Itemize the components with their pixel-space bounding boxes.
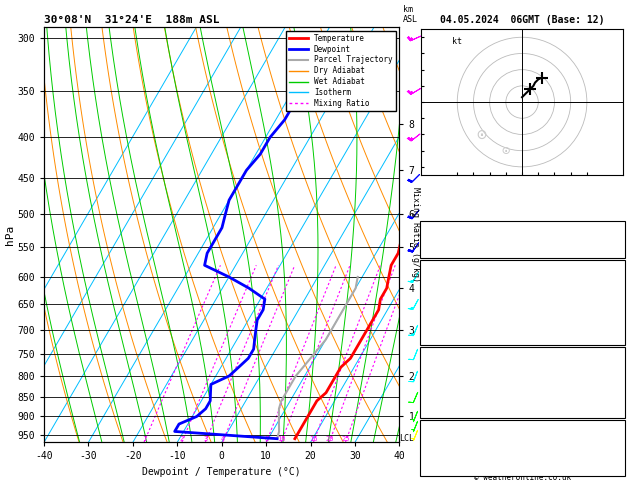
- Text: km
ASL: km ASL: [403, 5, 418, 24]
- Text: ⊙: ⊙: [502, 144, 510, 157]
- Text: Pressure (mb): Pressure (mb): [423, 361, 487, 370]
- Text: 0: 0: [616, 395, 621, 404]
- Text: 29: 29: [611, 238, 621, 247]
- Text: PW (cm): PW (cm): [423, 247, 458, 257]
- Text: Surface: Surface: [504, 266, 540, 275]
- Text: θₑ(K): θₑ(K): [423, 298, 448, 307]
- Text: 20: 20: [325, 436, 333, 442]
- Text: Totals Totals: Totals Totals: [423, 238, 487, 247]
- Text: CAPE (J): CAPE (J): [423, 395, 463, 404]
- Text: Dewp (°C): Dewp (°C): [423, 286, 468, 295]
- Text: 8: 8: [616, 310, 621, 319]
- Text: Lifted Index: Lifted Index: [423, 384, 482, 393]
- Text: 316: 316: [606, 373, 621, 382]
- Text: 8: 8: [264, 436, 269, 442]
- Text: 975: 975: [606, 361, 621, 370]
- Text: Most Unstable: Most Unstable: [489, 353, 555, 363]
- Text: kt: kt: [452, 37, 462, 46]
- Text: 4: 4: [220, 436, 225, 442]
- Text: 0: 0: [616, 333, 621, 343]
- Text: 1.03: 1.03: [601, 247, 621, 257]
- Text: © weatheronline.co.uk: © weatheronline.co.uk: [474, 473, 571, 482]
- Text: -51: -51: [606, 434, 621, 443]
- Text: 04.05.2024  06GMT (Base: 12): 04.05.2024 06GMT (Base: 12): [440, 15, 604, 25]
- Text: 315: 315: [606, 298, 621, 307]
- Text: θₑ (K): θₑ (K): [423, 373, 453, 382]
- Text: Lifted Index: Lifted Index: [423, 310, 482, 319]
- Text: 2: 2: [180, 436, 184, 442]
- Text: SREH: SREH: [423, 444, 443, 453]
- Text: 12.2: 12.2: [601, 286, 621, 295]
- Text: -2: -2: [611, 444, 621, 453]
- Text: 30°08'N  31°24'E  188m ASL: 30°08'N 31°24'E 188m ASL: [44, 15, 220, 25]
- Text: 0: 0: [616, 322, 621, 330]
- Text: CAPE (J): CAPE (J): [423, 322, 463, 330]
- Legend: Temperature, Dewpoint, Parcel Trajectory, Dry Adiabat, Wet Adiabat, Isotherm, Mi: Temperature, Dewpoint, Parcel Trajectory…: [286, 31, 396, 111]
- Text: 16: 16: [309, 436, 318, 442]
- Text: Mixing Ratio (g/kg): Mixing Ratio (g/kg): [411, 187, 420, 282]
- Text: 7: 7: [616, 384, 621, 393]
- Text: 15.9: 15.9: [601, 274, 621, 283]
- Text: 1: 1: [142, 436, 146, 442]
- Text: K: K: [423, 229, 428, 238]
- Text: CIN (J): CIN (J): [423, 407, 458, 416]
- Text: 0: 0: [616, 407, 621, 416]
- X-axis label: Dewpoint / Temperature (°C): Dewpoint / Temperature (°C): [142, 467, 301, 477]
- Text: 3: 3: [203, 436, 208, 442]
- Text: 25: 25: [341, 436, 350, 442]
- Text: StmDir: StmDir: [423, 455, 453, 464]
- Text: -7: -7: [611, 229, 621, 238]
- Text: CIN (J): CIN (J): [423, 333, 458, 343]
- Text: 10: 10: [277, 436, 286, 442]
- Text: ⊙: ⊙: [477, 125, 487, 143]
- Text: EH: EH: [423, 434, 433, 443]
- Text: 323°: 323°: [601, 455, 621, 464]
- Text: 17: 17: [611, 466, 621, 474]
- Y-axis label: hPa: hPa: [4, 225, 14, 244]
- Text: Hodograph: Hodograph: [499, 426, 545, 435]
- Text: StmSpd (kt): StmSpd (kt): [423, 466, 477, 474]
- Text: LCL: LCL: [399, 434, 415, 443]
- Text: Temp (°C): Temp (°C): [423, 274, 468, 283]
